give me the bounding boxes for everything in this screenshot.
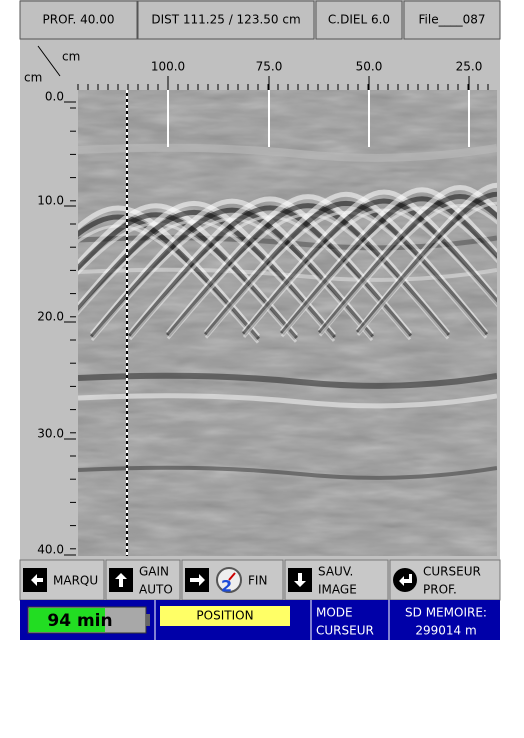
hyperbola (242, 198, 497, 336)
header-distance: DIST 111.25 / 123.50 cm (151, 13, 300, 27)
hyperbola (356, 201, 497, 336)
arrow (294, 573, 306, 587)
button-label: AUTO (139, 583, 173, 597)
button-label: FIN (248, 574, 267, 588)
corner-diagonal (37, 45, 61, 77)
button-label: IMAGE (318, 583, 357, 597)
hyperbola (318, 193, 497, 335)
toolbar-button[interactable]: MARQU (19, 559, 105, 601)
header-box (137, 0, 315, 40)
clock-hand (228, 572, 236, 581)
reflector (78, 465, 497, 480)
icon (185, 568, 209, 592)
position: POSITION (196, 609, 253, 623)
button-label: MARQU (53, 574, 98, 588)
badge: 2 (221, 577, 232, 596)
mode: CURSEUR (316, 624, 374, 638)
arrow (399, 574, 412, 586)
battery-text: 94 min (47, 611, 112, 631)
distance-label: 75.0 (256, 60, 283, 74)
distance-label: 25.0 (456, 60, 483, 74)
memory: 299014 m (415, 624, 476, 638)
toolbar-button[interactable]: 2 FIN (181, 559, 284, 601)
icon (393, 568, 417, 592)
corner-unit: cm (24, 71, 42, 85)
hyperbola (204, 200, 488, 337)
icon (109, 568, 133, 592)
reflector (78, 393, 497, 409)
toolbar-button[interactable]: SAUV. IMAGE (284, 559, 389, 601)
depth-label: 10.0 (37, 194, 64, 208)
header-dielectric: C.DIEL 6.0 (328, 13, 390, 27)
hyperbola (356, 191, 497, 335)
reflector (78, 143, 497, 162)
toolbar-button[interactable]: GAIN AUTO (105, 559, 181, 601)
arrow (190, 574, 205, 586)
hyperbola (318, 203, 497, 337)
memory: SD MEMOIRE: (405, 606, 487, 620)
depth-label: 0.0 (45, 90, 64, 104)
button-label: CURSEUR (423, 565, 481, 579)
depth-label: 40.0 (37, 543, 64, 557)
button-label: PROF. (423, 583, 457, 597)
distance-label: 50.0 (356, 60, 383, 74)
corner-unit: cm (62, 50, 80, 64)
arrow (31, 574, 43, 586)
header-box (19, 0, 138, 40)
radargram-signal (78, 90, 497, 556)
depth-label: 30.0 (37, 427, 64, 441)
header-file: File____087 (419, 13, 486, 27)
arrow (115, 573, 127, 587)
reflector (78, 372, 497, 389)
hyperbola (280, 196, 497, 336)
button-label: SAUV. (318, 565, 353, 579)
toolbar-button[interactable]: CURSEUR PROF. (389, 559, 501, 601)
header-box (403, 0, 501, 40)
icon (288, 568, 312, 592)
button-label: GAIN (139, 565, 169, 579)
battery-tip (146, 614, 150, 626)
header-depth: PROF. 40.00 (43, 13, 115, 27)
header-box (315, 0, 403, 40)
battery-level (29, 608, 105, 632)
depth-label: 20.0 (37, 310, 64, 324)
icon (23, 568, 47, 592)
distance-label: 100.0 (151, 60, 185, 74)
mode: MODE (316, 606, 353, 620)
position-box[interactable] (160, 606, 290, 626)
